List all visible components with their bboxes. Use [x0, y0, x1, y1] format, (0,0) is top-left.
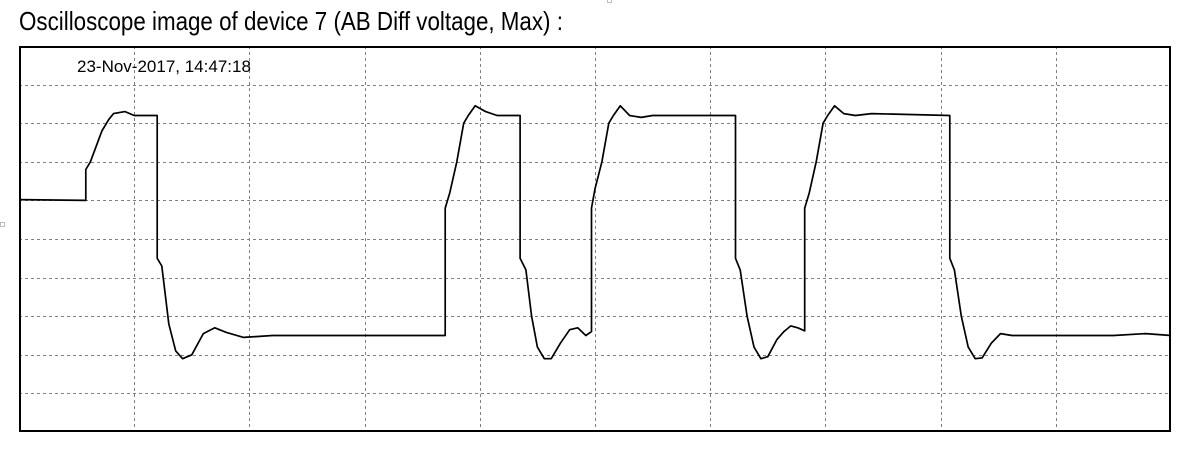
plot-frame	[19, 46, 1171, 432]
timestamp-label: 23-Nov-2017, 14:47:18	[77, 57, 251, 76]
resize-handle-left[interactable]	[0, 222, 5, 227]
oscilloscope-chart: 23-Nov-2017, 14:47:18	[19, 46, 1171, 432]
signal-trace	[19, 104, 1171, 360]
resize-handle-top[interactable]	[607, 0, 612, 3]
page-title: Oscilloscope image of device 7 (AB Diff …	[19, 6, 563, 36]
grid-lines	[19, 46, 1171, 432]
oscilloscope-plot: 23-Nov-2017, 14:47:18	[19, 46, 1171, 432]
